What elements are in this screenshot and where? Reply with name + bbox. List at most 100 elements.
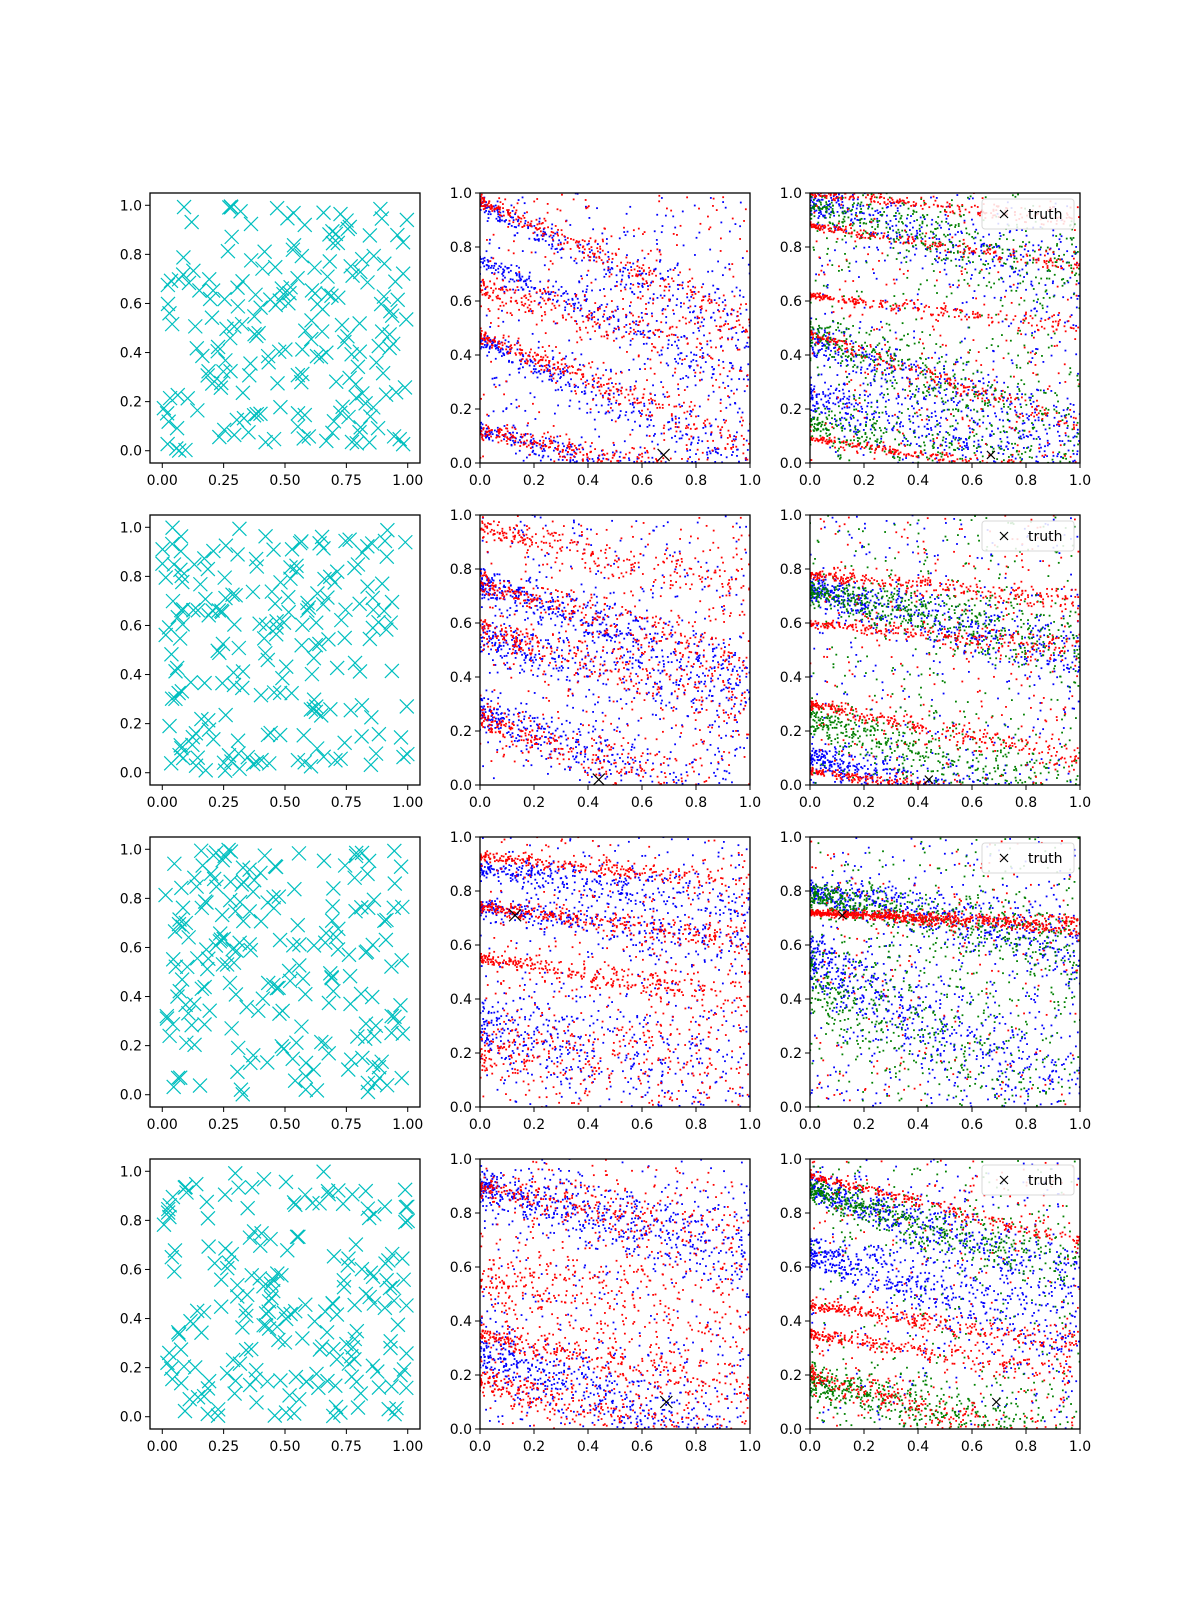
data-point [666, 207, 668, 210]
data-point [813, 354, 816, 357]
data-point [736, 431, 738, 434]
data-point [868, 448, 871, 450]
data-point [854, 425, 857, 428]
data-point [828, 200, 830, 203]
data-point [606, 333, 608, 336]
data-point [488, 242, 491, 245]
data-point [568, 313, 570, 316]
data-point [589, 408, 592, 411]
data-point [842, 218, 845, 221]
data-point [991, 384, 994, 386]
x-marker [230, 298, 246, 314]
data-point [599, 289, 602, 292]
data-point [1035, 348, 1037, 350]
data-point [1010, 402, 1013, 405]
data-point [966, 271, 968, 274]
data-point [605, 330, 608, 333]
data-point [863, 217, 866, 220]
data-point [811, 326, 814, 329]
data-point [900, 338, 903, 341]
data-point [603, 335, 606, 338]
data-point [1015, 427, 1018, 430]
data-point [681, 358, 684, 361]
data-point [988, 401, 991, 404]
data-point [637, 259, 639, 261]
data-point [973, 452, 976, 454]
data-point [909, 428, 912, 430]
data-point [548, 440, 551, 442]
data-point [1074, 252, 1077, 255]
x-marker [187, 318, 203, 334]
data-point [829, 422, 832, 424]
data-point [629, 287, 632, 290]
data-point [524, 302, 527, 305]
data-point [901, 368, 904, 371]
data-point [504, 276, 506, 279]
data-point [498, 342, 501, 345]
data-point [710, 432, 713, 435]
data-point [1062, 278, 1065, 280]
data-point [589, 256, 592, 258]
data-point [841, 388, 844, 391]
data-point [1048, 316, 1051, 319]
data-point [714, 418, 717, 421]
data-point [1014, 457, 1017, 460]
data-point [503, 393, 505, 396]
data-point [510, 436, 513, 439]
data-point [660, 432, 663, 435]
x-marker [267, 259, 283, 275]
data-point [505, 286, 507, 288]
data-point [709, 339, 712, 342]
data-point [571, 352, 574, 354]
data-point [547, 226, 549, 229]
data-point [1019, 366, 1022, 369]
data-point [526, 362, 529, 365]
data-point [517, 337, 520, 340]
data-point [587, 242, 590, 245]
data-point [955, 404, 958, 407]
data-point [1063, 443, 1066, 446]
data-point [486, 342, 489, 345]
data-point [846, 210, 849, 213]
data-point [1025, 243, 1027, 246]
data-point [678, 319, 681, 322]
data-point [992, 447, 995, 450]
data-point [510, 443, 513, 446]
data-point [841, 196, 844, 199]
data-point [968, 197, 971, 200]
data-point [668, 327, 671, 330]
data-point [863, 246, 866, 249]
data-point [841, 211, 844, 214]
data-point [853, 350, 856, 353]
data-point [818, 393, 821, 396]
data-point [664, 278, 667, 281]
data-point [873, 422, 876, 425]
axes-frame [479, 192, 751, 464]
data-point [631, 428, 634, 431]
data-point [548, 344, 551, 347]
data-point [981, 392, 983, 395]
data-point [901, 440, 904, 442]
data-point [529, 453, 531, 456]
data-point [1035, 276, 1037, 279]
data-point [1046, 414, 1049, 417]
data-point [690, 351, 693, 354]
data-point [936, 461, 939, 463]
data-point [819, 207, 822, 210]
data-point [492, 289, 495, 292]
data-point [844, 355, 847, 358]
data-point [824, 335, 827, 337]
data-point [692, 297, 695, 300]
data-point [714, 461, 717, 463]
data-point [624, 414, 627, 417]
data-point [843, 417, 846, 420]
data-point [859, 424, 862, 426]
data-point [1042, 389, 1045, 392]
data-point [519, 344, 522, 347]
data-point [532, 441, 535, 444]
data-point [654, 329, 657, 331]
data-point [587, 269, 590, 272]
data-point [928, 419, 931, 422]
data-point [663, 424, 666, 427]
x-marker [246, 308, 262, 324]
